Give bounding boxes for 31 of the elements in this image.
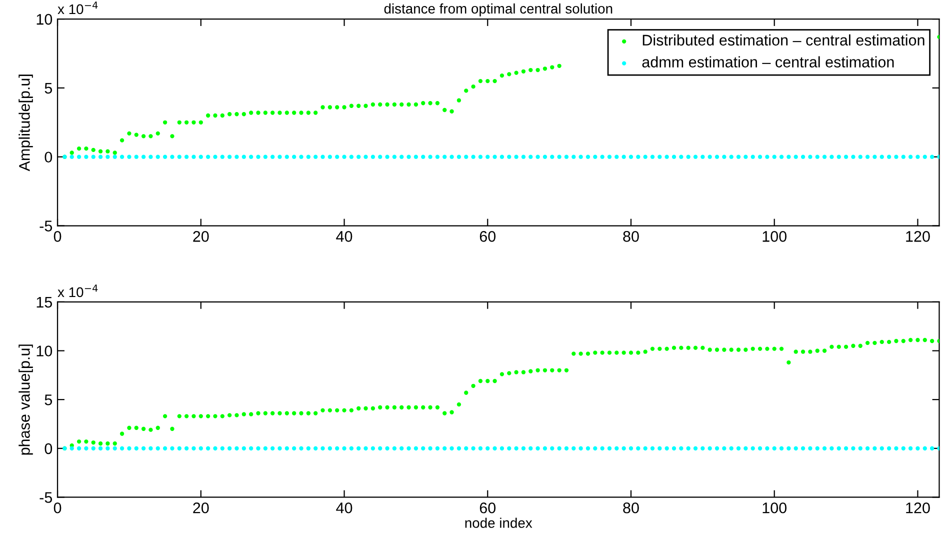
x-tick-label: 20 <box>193 502 209 514</box>
y-tick-label: -5 <box>40 492 52 503</box>
y-tick-label: 5 <box>44 394 52 406</box>
y-tick-label: 0 <box>44 152 52 163</box>
chart-title: distance from optimal central solution <box>384 3 612 16</box>
x-tick-label: 0 <box>54 502 62 514</box>
text: x 10$^{−4}$ <box>58 284 98 298</box>
x-tick-label: 120 <box>906 502 930 514</box>
x-tick-label: 100 <box>762 502 787 514</box>
x-tick-label: 80 <box>623 231 639 242</box>
y-tick-label: 10 <box>36 346 52 356</box>
x-tick-label: 40 <box>336 502 352 514</box>
legend-label: admm estimation – central estimation <box>642 56 894 68</box>
x-tick-label: 40 <box>336 231 352 242</box>
x-axis-title: node index <box>465 518 532 528</box>
x-tick-label: 100 <box>762 231 787 242</box>
x-tick-label: 20 <box>193 231 209 242</box>
y-tick-label: 15 <box>36 296 52 308</box>
x-tick-label: 60 <box>480 502 496 514</box>
text: x 10$^{−4}$ <box>58 2 98 14</box>
y-tick-label: 0 <box>44 443 52 454</box>
y-tick-label: 5 <box>44 82 52 94</box>
x-tick-label: 0 <box>54 231 62 242</box>
y-axis-title: Amplitude[p.u] <box>18 74 33 172</box>
x-tick-label: 120 <box>906 231 930 242</box>
x-tick-label: 60 <box>480 231 496 242</box>
y-tick-label: 10 <box>36 14 52 25</box>
legend-label: Distributed estimation – central estimation <box>642 34 924 46</box>
x-tick-label: 80 <box>623 502 639 514</box>
y-tick-label: -5 <box>40 220 52 232</box>
y-axis-title: phase value[p.u] <box>18 344 33 455</box>
